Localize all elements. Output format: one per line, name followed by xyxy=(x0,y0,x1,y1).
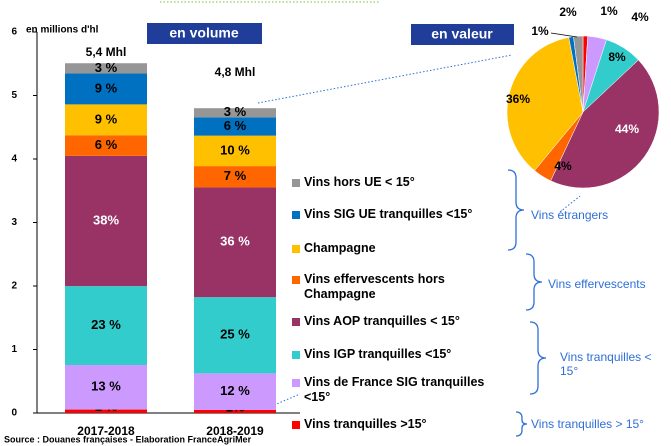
legend-swatch xyxy=(292,351,300,359)
source: Source : Douanes françaises - Elaboratio… xyxy=(4,434,252,444)
data-label: 36% xyxy=(506,92,530,106)
total-label: 5,4 Mhl xyxy=(86,45,127,59)
data-label: 25 % xyxy=(220,327,250,342)
y-tick-label: 4 xyxy=(11,154,17,165)
pie-slice xyxy=(550,59,660,189)
legend-swatch xyxy=(292,211,300,219)
brace xyxy=(515,411,528,437)
pie-slice xyxy=(506,37,584,171)
bar-segment xyxy=(194,373,276,410)
y-tick-label: 5 xyxy=(11,90,17,101)
y-tick-label: 0 xyxy=(11,408,17,419)
data-label: 36 % xyxy=(220,234,250,249)
bar-segment xyxy=(194,166,276,188)
legend-label: Vins SIG UE tranquilles <15° xyxy=(304,207,473,221)
data-label: 8% xyxy=(608,50,626,64)
legend-swatch xyxy=(292,245,300,253)
bar-segment xyxy=(65,63,147,74)
legend-swatch xyxy=(292,179,300,187)
legend-swatch xyxy=(292,379,300,387)
unit-label: en millions d'hl xyxy=(26,25,99,36)
legend-label: Vins effervescents hors Champagne xyxy=(304,272,445,301)
data-label: 4% xyxy=(554,159,572,173)
legend-label: Vins AOP tranquilles < 15° xyxy=(304,314,460,328)
bar-segment xyxy=(194,135,276,167)
x-tick-label: 2018-2019 xyxy=(206,424,264,438)
annotation: Vins tranquilles > 15° xyxy=(531,417,644,431)
data-label: 23 % xyxy=(91,317,121,332)
data-label: 4% xyxy=(631,10,649,24)
legend-swatch xyxy=(292,421,300,429)
x-tick-label: 2017-2018 xyxy=(77,424,135,438)
brace xyxy=(525,253,543,311)
data-label: 6 % xyxy=(95,137,118,152)
connector xyxy=(559,195,581,213)
bar-segment xyxy=(65,155,147,287)
data-label: 9 % xyxy=(95,80,118,95)
data-label: 1% xyxy=(531,24,549,38)
title-box xyxy=(411,24,514,45)
annotation: Vins étrangers xyxy=(531,208,609,222)
data-label: 44% xyxy=(615,122,639,136)
data-label: 2% xyxy=(559,5,577,19)
bar-segment xyxy=(65,286,147,365)
legend-label: Vins hors UE < 15° xyxy=(304,175,415,189)
legend-label: Vins tranquilles >15° xyxy=(304,417,427,431)
bar-segment xyxy=(65,135,147,156)
legend-label: Champagne xyxy=(304,241,376,255)
y-tick-label: 6 xyxy=(11,27,17,38)
data-label: 1% xyxy=(600,4,618,18)
data-label: 3 % xyxy=(95,60,118,75)
bar-segment xyxy=(194,409,276,413)
data-label: 12 % xyxy=(220,383,250,398)
data-label: 6 % xyxy=(224,118,247,133)
title-box xyxy=(147,23,262,44)
legend-swatch xyxy=(292,276,300,284)
annotation: Vins tranquilles < 15° xyxy=(560,350,652,378)
brace xyxy=(507,169,525,251)
total-label: 4,8 Mhl xyxy=(215,65,256,79)
legend-swatch xyxy=(292,318,300,326)
legend-label: Vins de France SIG tranquilles <15° xyxy=(304,375,485,404)
data-label: 10 % xyxy=(220,142,250,157)
chart-title: en valeur xyxy=(431,26,493,42)
data-label: 3 % xyxy=(224,104,247,119)
leader-line xyxy=(550,32,578,38)
bar-segment xyxy=(194,297,276,374)
bar-segment xyxy=(194,108,276,118)
y-tick-label: 3 xyxy=(11,217,17,228)
bar-segment xyxy=(65,104,147,136)
bar-segment xyxy=(65,409,147,413)
annotation: Vins effervescents xyxy=(548,277,646,291)
data-label: 38% xyxy=(93,212,119,227)
legend-label: Vins IGP tranquilles <15° xyxy=(304,347,452,361)
bar-segment xyxy=(194,187,276,298)
data-label: 9 % xyxy=(95,111,118,126)
data-label: 7 % xyxy=(224,168,247,183)
bar-segment xyxy=(65,364,147,410)
bar-segment xyxy=(65,73,147,105)
y-tick-label: 1 xyxy=(11,344,17,355)
chart-title: en volume xyxy=(169,25,238,41)
bar-segment xyxy=(194,117,276,136)
y-tick-label: 2 xyxy=(11,281,17,292)
data-label: 13 % xyxy=(91,379,121,394)
brace xyxy=(529,321,547,395)
connector xyxy=(257,54,513,104)
